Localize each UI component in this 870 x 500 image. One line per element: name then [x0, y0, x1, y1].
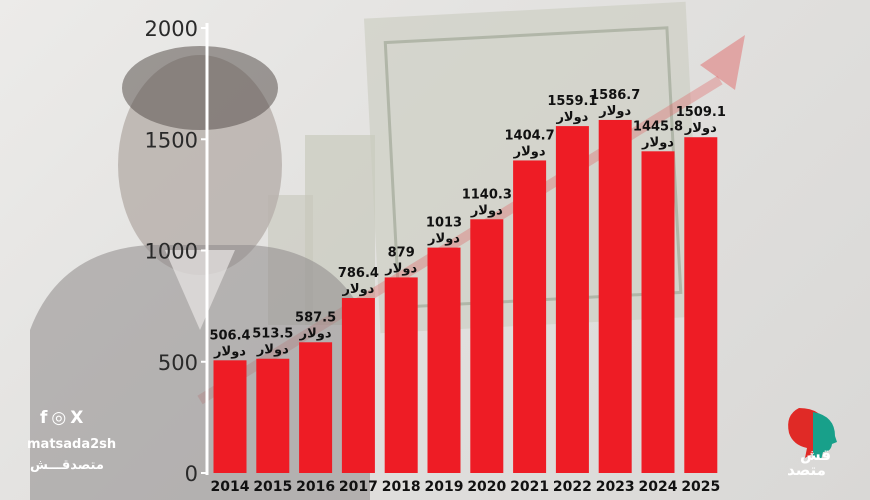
social-icons: f ◎ X — [40, 408, 83, 428]
year-labels: 2014 2015 2016 2017 2018 2019 2020 2021 2022 2023… — [211, 479, 721, 495]
bar-2021 — [513, 160, 547, 473]
bar-2019 — [427, 247, 461, 473]
value-label: 1140.3 — [462, 187, 512, 202]
value-label: 513.5 — [252, 327, 293, 342]
x-tick-label: 2025 — [681, 479, 720, 495]
unit-label: دولار — [213, 344, 246, 359]
y-tick-label: 1000 — [145, 240, 198, 264]
value-label: 1586.7 — [590, 88, 640, 103]
unit-label: دولار — [513, 144, 546, 159]
logo-text-top: قش — [800, 446, 832, 464]
unit-label: دولار — [598, 104, 631, 119]
bar-2024 — [641, 151, 675, 473]
unit-label: دولار — [384, 261, 417, 276]
instagram-icon[interactable]: ◎ — [51, 408, 67, 428]
facebook-icon[interactable]: f — [40, 408, 48, 428]
value-label: 1559.1 — [547, 94, 597, 109]
unit-label: دولار — [299, 326, 332, 341]
brand-name-arabic: متصدقـــش — [30, 458, 104, 473]
bars — [213, 119, 718, 473]
x-icon[interactable]: X — [70, 408, 84, 428]
unit-label: دولار — [427, 232, 460, 247]
bar-2015 — [256, 358, 290, 473]
x-tick-label: 2016 — [296, 479, 335, 495]
social-handle: matsada2sh — [27, 437, 117, 452]
x-tick-label: 2022 — [553, 479, 592, 495]
bar-2022 — [555, 126, 589, 473]
value-label: 786.4 — [338, 266, 379, 281]
x-tick-label: 2014 — [211, 479, 250, 495]
bar-2014 — [213, 360, 247, 473]
y-tick-label: 2000 — [145, 17, 198, 41]
bar-2018 — [384, 277, 418, 473]
x-tick-label: 2017 — [339, 479, 378, 495]
value-label: 587.5 — [295, 310, 336, 325]
unit-label: دولار — [555, 110, 588, 125]
value-label: 1445.8 — [633, 119, 683, 134]
unit-label: دولار — [341, 282, 374, 297]
x-tick-label: 2019 — [425, 479, 464, 495]
x-tick-label: 2015 — [253, 479, 292, 495]
bar-2025 — [684, 137, 718, 473]
y-tick-label: 500 — [158, 351, 198, 375]
y-axis-ticks: 0 500 1000 1500 2000 — [145, 17, 207, 486]
value-label: 506.4 — [209, 328, 250, 343]
x-tick-label: 2018 — [382, 479, 421, 495]
y-tick-label: 1500 — [145, 128, 198, 152]
x-tick-label: 2023 — [596, 479, 635, 495]
y-tick-label: 0 — [185, 462, 198, 486]
x-tick-label: 2021 — [510, 479, 549, 495]
unit-label: دولار — [256, 343, 289, 358]
value-label: 1509.1 — [676, 105, 726, 120]
value-label: 879 — [388, 245, 415, 260]
value-label: 1404.7 — [505, 128, 555, 143]
bar-2023 — [598, 119, 632, 473]
x-tick-label: 2024 — [639, 479, 678, 495]
unit-label: دولار — [641, 135, 674, 150]
bar-2016 — [299, 342, 333, 473]
brand-logo-icon — [788, 408, 837, 460]
bar-2017 — [341, 298, 375, 473]
x-tick-label: 2020 — [467, 479, 506, 495]
logo-text-bottom: متصد — [787, 461, 826, 479]
bar-2020 — [470, 219, 504, 473]
logo-text: قش متصد — [782, 448, 831, 478]
unit-label: دولار — [684, 121, 717, 136]
unit-label: دولار — [470, 203, 503, 218]
value-label: 1013 — [426, 216, 462, 231]
